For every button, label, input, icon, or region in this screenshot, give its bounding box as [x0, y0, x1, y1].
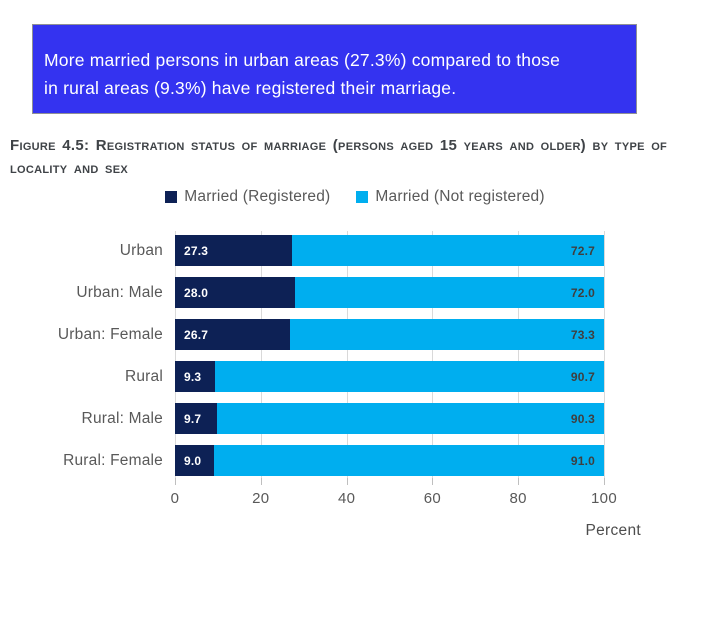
bar-track: 9.3 90.7: [175, 361, 604, 392]
gridline: [175, 231, 176, 481]
bar-segment-registered: 27.3: [175, 235, 293, 266]
legend-label-registered: Married (Registered): [184, 188, 331, 205]
gridline: [346, 231, 348, 481]
axis-tick-label: 60: [423, 490, 442, 507]
category-label: Rural: Male: [81, 410, 163, 427]
bar-segment-registered: 9.7: [175, 403, 217, 434]
bar-value-label: 72.7: [570, 243, 595, 258]
bar-segment-not-registered: 72.7: [292, 235, 604, 266]
bar-row: Urban: Female 26.7 73.3: [0, 319, 710, 361]
category-label: Rural: Female: [63, 452, 163, 469]
bar-value-label: 90.7: [570, 369, 595, 384]
bar-value-label: 28.0: [184, 285, 209, 300]
bar-segment-not-registered: 90.3: [216, 403, 604, 434]
bar-value-label: 26.7: [184, 327, 209, 342]
bar-row: Rural: Female 9.0 91.0: [0, 445, 710, 487]
bar-value-label: 9.0: [184, 453, 202, 468]
axis-tick-label: 80: [509, 490, 527, 507]
bar-value-label: 72.0: [570, 285, 595, 300]
x-axis-tickmarks: [175, 478, 605, 485]
gridline: [604, 231, 605, 481]
bar-segment-registered: 26.7: [175, 319, 290, 350]
bar-segment-not-registered: 72.0: [295, 277, 604, 308]
category-label: Urban: [119, 242, 163, 259]
gridline: [432, 231, 434, 481]
bar-value-label: 9.7: [184, 411, 202, 426]
chart-legend: Married (Registered) Married (Not regist…: [80, 188, 630, 206]
axis-tickmark: [604, 478, 605, 485]
gridline: [260, 231, 262, 481]
bar-value-label: 9.3: [184, 369, 202, 384]
callout-line-2: in rural areas (9.3%) have registered th…: [44, 78, 457, 98]
bar-value-label: 91.0: [570, 453, 595, 468]
x-axis-tick-labels: 0 20 40 60 80 100: [171, 490, 617, 510]
legend-swatch-registered-icon: [165, 191, 178, 203]
bar-row: Rural: Male 9.7 90.3: [0, 403, 710, 445]
axis-tickmark: [346, 478, 348, 485]
bar-track: 26.7 73.3: [175, 319, 604, 350]
bar-segment-registered: 28.0: [175, 277, 296, 308]
axis-tickmark: [518, 478, 520, 485]
bar-rows: Urban 27.3 72.7 Urban: Male 28.0 72.0 Urban: F…: [0, 235, 710, 487]
axis-tick-label: 40: [337, 490, 356, 507]
bar-track: 9.0 91.0: [175, 445, 604, 476]
category-label: Urban: Male: [76, 284, 163, 301]
plot-gridlines: [175, 231, 605, 481]
callout-line-1: More married persons in urban areas (27.…: [44, 50, 561, 70]
bar-track: 28.0 72.0: [175, 277, 604, 308]
bar-row: Urban 27.3 72.7: [0, 235, 710, 277]
bar-segment-not-registered: 73.3: [289, 319, 604, 350]
axis-tickmark: [432, 478, 434, 485]
x-axis-title: Percent: [585, 522, 641, 539]
bar-row: Urban: Male 28.0 72.0: [0, 277, 710, 319]
bar-value-label: 90.3: [570, 411, 595, 426]
stacked-bar-chart: Urban 27.3 72.7 Urban: Male 28.0 72.0 Urban: F…: [0, 231, 710, 565]
bar-value-label: 73.3: [570, 327, 595, 342]
bar-track: 9.7 90.3: [175, 403, 604, 434]
legend-swatch-not-registered-icon: [356, 191, 369, 203]
bar-segment-registered: 9.0: [175, 445, 214, 476]
legend-item-registered: Married (Registered): [165, 188, 330, 206]
axis-tick-label: 0: [170, 490, 180, 507]
callout-banner: More married persons in urban areas (27.…: [32, 24, 637, 114]
bar-value-label: 27.3: [184, 243, 209, 258]
axis-tick-label: 20: [252, 490, 270, 507]
legend-label-not-registered: Married (Not registered): [375, 188, 545, 205]
gridline: [518, 231, 520, 481]
axis-tickmark: [260, 478, 262, 485]
axis-tickmark: [175, 478, 176, 485]
bar-row: Rural 9.3 90.7: [0, 361, 710, 403]
bar-track: 27.3 72.7: [175, 235, 604, 266]
category-label: Rural: [124, 368, 163, 385]
legend-item-not-registered: Married (Not registered): [356, 188, 545, 206]
figure-caption: Figure 4.5: Registration status of marri…: [10, 137, 668, 177]
bar-segment-not-registered: 91.0: [213, 445, 604, 476]
bar-segment-registered: 9.3: [175, 361, 215, 392]
bar-segment-not-registered: 90.7: [214, 361, 604, 392]
category-label: Urban: Female: [57, 326, 163, 343]
axis-tick-label: 100: [591, 490, 617, 507]
